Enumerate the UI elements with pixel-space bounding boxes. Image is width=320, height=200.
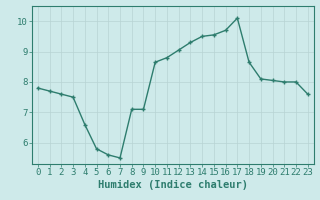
X-axis label: Humidex (Indice chaleur): Humidex (Indice chaleur) — [98, 180, 248, 190]
